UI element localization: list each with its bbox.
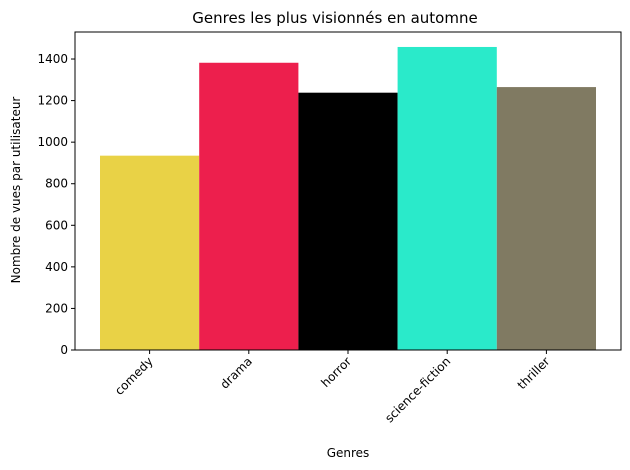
x-axis: comedy drama horror science-fiction thriller xyxy=(112,350,553,425)
y-tick-label-400: 400 xyxy=(45,260,68,274)
x-tick-label-drama: drama xyxy=(217,354,254,391)
x-axis-label: Genres xyxy=(327,446,370,460)
y-axis-label: Nombre de vues par utilisateur xyxy=(9,97,23,284)
bar-science-fiction xyxy=(397,46,497,350)
x-tick-label-comedy: comedy xyxy=(112,354,156,398)
y-axis: 0 200 400 600 800 1000 1200 1400 xyxy=(37,52,75,357)
bars-group xyxy=(100,46,596,351)
x-tick-label-horror: horror xyxy=(318,354,354,390)
bar-drama xyxy=(199,62,299,351)
y-tick-label-1400: 1400 xyxy=(37,52,68,66)
bar-horror xyxy=(298,92,398,351)
plot-frame xyxy=(74,31,622,351)
bar-thriller xyxy=(496,87,596,350)
chart-title: Genres les plus visionnés en automne xyxy=(192,9,477,27)
bar-comedy xyxy=(100,155,200,350)
x-tick-label-science-fiction: science-fiction xyxy=(382,354,453,425)
y-tick-label-200: 200 xyxy=(45,301,68,315)
y-tick-label-1200: 1200 xyxy=(37,94,68,108)
y-tick-label-800: 800 xyxy=(45,177,68,191)
y-tick-label-600: 600 xyxy=(45,218,68,232)
x-tick-label-thriller: thriller xyxy=(515,354,553,392)
y-tick-label-1000: 1000 xyxy=(37,135,68,149)
y-tick-label-0: 0 xyxy=(60,343,68,357)
